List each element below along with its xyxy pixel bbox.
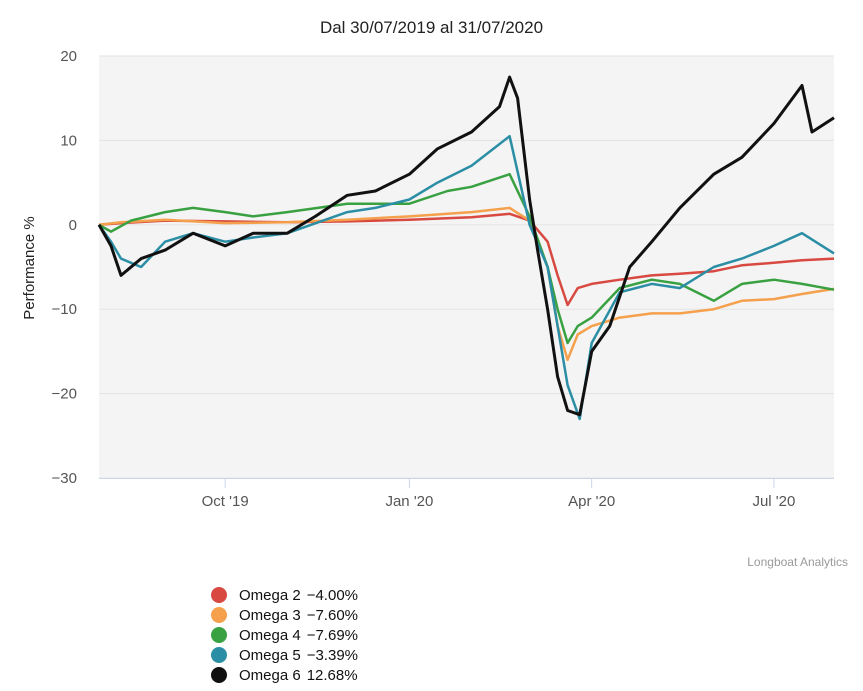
legend-marker [211,627,227,643]
series-line-omega-6 [97,75,835,417]
legend-item-omega-3[interactable]: Omega 3 −7.60% [211,605,358,625]
y-tick-label: 10 [60,132,77,149]
legend-series-name: Omega 5 [239,646,301,664]
x-tick-label: Jul '20 [752,493,795,510]
legend-marker [211,667,227,683]
legend-marker [211,607,227,623]
legend-series-value: 12.68% [306,666,358,684]
legend-series-value: −4.00% [306,586,358,604]
y-axis-title: Performance % [21,216,38,319]
legend-series-value: −7.60% [306,606,358,624]
legend-series-name: Omega 2 [239,586,301,604]
x-tick-label: Oct '19 [202,493,249,510]
legend-series-name: Omega 3 [239,606,301,624]
legend-marker [211,647,227,663]
legend-series-value: −3.39% [306,646,358,664]
legend-item-omega-5[interactable]: Omega 5 −3.39% [211,645,358,665]
series-line-omega-5 [97,134,835,421]
legend-series-value: −7.69% [306,626,358,644]
line-chart: 20 10 0 −10 −20 −30 Oct '19 Jan '20 Apr '20 Jul '… [21,48,835,510]
y-tick-label: −20 [52,386,77,403]
chart-title: Dal 30/07/2019 al 31/07/2020 [319,18,544,37]
legend-series-name: Omega 6 [239,666,301,684]
legend-item-omega-2[interactable]: Omega 2 −4.00% [211,585,358,605]
x-tick-label: Apr '20 [568,493,615,510]
x-tick-label: Jan '20 [385,493,433,510]
legend: Omega 2 −4.00% Omega 3 −7.60% Omega 4 −7.69% O… [211,585,358,685]
y-tick-label: −30 [52,470,77,487]
y-tick-label: 0 [69,217,77,234]
series-line-omega-4 [98,172,835,345]
legend-marker [211,587,227,603]
legend-item-omega-4[interactable]: Omega 4 −7.69% [211,625,358,645]
credits-text[interactable]: Longboat Analytics [747,555,848,569]
y-tick-label: −10 [52,301,77,318]
y-tick-label: 20 [60,48,77,65]
plot-background [99,56,834,478]
legend-series-name: Omega 4 [239,626,301,644]
legend-item-omega-6[interactable]: Omega 6 12.68% [211,665,358,685]
